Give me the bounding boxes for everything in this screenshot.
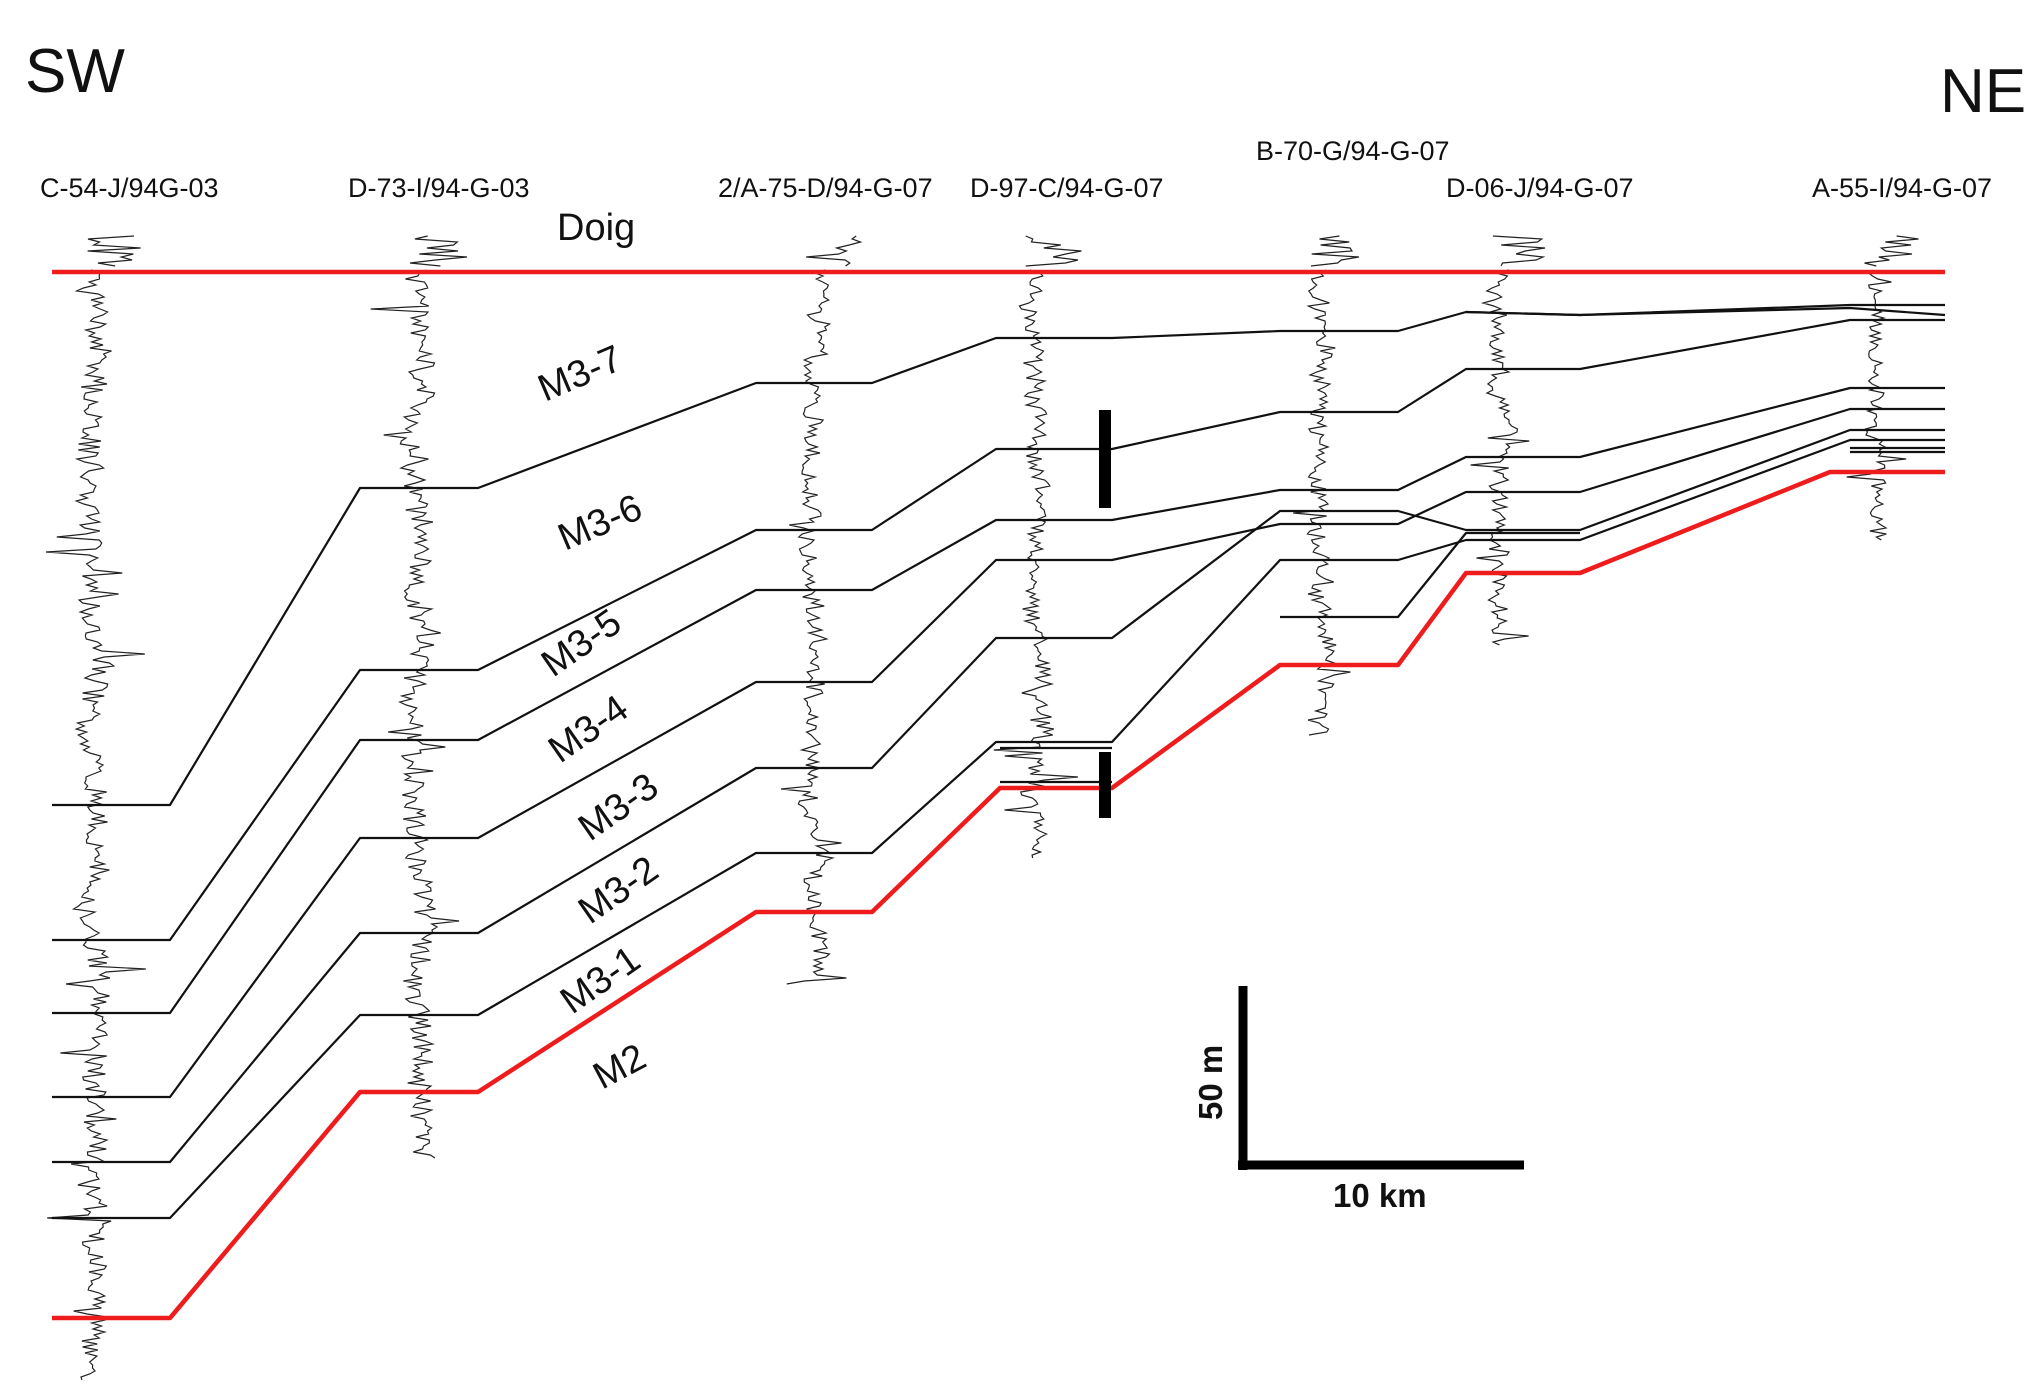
well-log-header-trace [1492, 235, 1546, 267]
well-name-label: A-55-I/94-G-07 [1812, 173, 1992, 203]
correlation-lines [52, 269, 1946, 1321]
scale-label-horizontal: 10 km [1333, 1177, 1427, 1214]
well-log-header-trace [806, 235, 863, 267]
well-log-header-trace [87, 235, 141, 267]
correlation-line [52, 318, 1945, 942]
boundary-surface-line [52, 469, 1945, 1321]
well-log-header-trace [1025, 235, 1082, 267]
well-name-label: C-54-J/94G-03 [40, 173, 219, 203]
well-log-header-trace [1310, 235, 1360, 267]
well-log-header-trace [1864, 235, 1919, 267]
unit-label: M3-5 [534, 601, 629, 685]
well-log-traces [45, 235, 1919, 1381]
unit-label: M3-7 [532, 338, 628, 410]
well-name-label: B-70-G/94-G-07 [1256, 136, 1450, 166]
well-log-trace [370, 269, 460, 1159]
well-log-trace [1293, 269, 1351, 736]
correlation-line [1280, 531, 1580, 619]
top-marker-label: Doig [557, 207, 635, 249]
well-name-label: D-73-I/94-G-03 [348, 173, 530, 203]
well-log-header-trace [409, 235, 468, 267]
direction-label-ne: NE [1940, 57, 2026, 126]
correlation-line [52, 428, 1945, 1164]
unit-label: M3-1 [553, 938, 648, 1022]
unit-label: M3-4 [541, 687, 636, 771]
well-name-label: 2/A-75-D/94-G-07 [718, 173, 933, 203]
correlation-line [52, 438, 1945, 1220]
well-log-trace [993, 269, 1078, 859]
well-name-label: D-06-J/94-G-07 [1446, 173, 1634, 203]
well-log-trace [781, 269, 847, 985]
scale-bar: 50 m 10 km [1192, 986, 1524, 1214]
well-log-trace [45, 269, 146, 1381]
correlation-line [52, 407, 1945, 1099]
unit-label: M3-2 [571, 848, 666, 932]
unit-label: M2 [587, 1036, 653, 1098]
correlation-line [52, 303, 1945, 807]
direction-label-sw: SW [25, 37, 125, 106]
correlation-line [1465, 306, 1946, 317]
scale-label-vertical: 50 m [1192, 1045, 1229, 1120]
correlation-line [52, 386, 1945, 1015]
unit-label: M3-6 [552, 487, 648, 559]
well-log-trace [1846, 269, 1907, 541]
well-name-label: D-97-C/94-G-07 [970, 173, 1164, 203]
well-name-labels: C-54-J/94G-03 D-73-I/94-G-03 2/A-75-D/94… [40, 136, 1992, 203]
